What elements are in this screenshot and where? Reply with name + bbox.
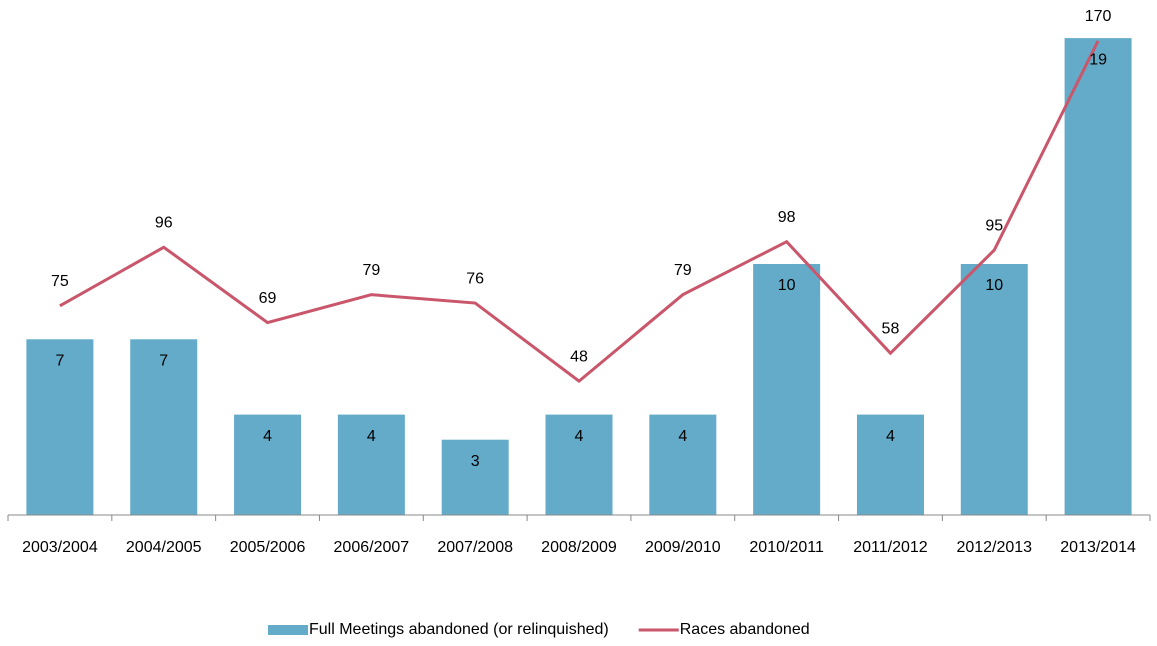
bar <box>337 414 405 515</box>
line-value-label: 79 <box>674 262 692 279</box>
bar <box>1064 38 1132 515</box>
bar-value-label: 7 <box>159 353 168 370</box>
x-tick-label: 2004/2005 <box>126 539 202 556</box>
bar <box>130 339 198 515</box>
line-value-label: 69 <box>259 290 277 307</box>
line-value-label: 96 <box>155 214 173 231</box>
bar-value-label: 10 <box>985 277 1003 294</box>
bar <box>856 414 924 515</box>
x-tick-label: 2007/2008 <box>437 539 513 556</box>
x-tick-label: 2006/2007 <box>334 539 410 556</box>
x-tick-label: 2009/2010 <box>645 539 721 556</box>
line-value-label: 95 <box>985 217 1003 234</box>
x-tick-label: 2010/2011 <box>749 539 824 556</box>
bar-value-label: 7 <box>55 353 64 370</box>
x-tick-label: 2008/2009 <box>541 539 617 556</box>
legend-label: Races abandoned <box>680 621 810 638</box>
line-value-label: 48 <box>570 348 588 365</box>
bar <box>545 414 613 515</box>
bar-value-label: 3 <box>471 453 480 470</box>
bar-value-label: 4 <box>575 428 584 445</box>
bar-value-label: 4 <box>678 428 687 445</box>
bar <box>441 439 509 515</box>
bar-value-label: 4 <box>367 428 376 445</box>
line <box>59 40 1100 384</box>
x-tick-label: 2003/2004 <box>22 539 98 556</box>
bar <box>234 414 302 515</box>
bar <box>649 414 717 515</box>
line-value-label: 76 <box>466 270 484 287</box>
line-value-label: 58 <box>882 320 900 337</box>
x-tick-label: 2012/2013 <box>956 539 1032 556</box>
bar-value-label: 4 <box>886 428 895 445</box>
legend-swatch <box>268 625 308 635</box>
bar-value-label: 19 <box>1089 51 1107 68</box>
bar <box>960 264 1028 515</box>
bar <box>753 264 821 515</box>
bar-value-label: 10 <box>778 277 796 294</box>
line-value-label: 170 <box>1085 8 1112 25</box>
x-tick-label: 2005/2006 <box>230 539 306 556</box>
x-tick-label: 2011/2012 <box>853 539 928 556</box>
line-value-label: 98 <box>778 209 796 226</box>
bar <box>26 339 94 515</box>
legend-label: Full Meetings abandoned (or relinquished… <box>309 621 609 638</box>
x-tick-label: 2013/2014 <box>1060 539 1136 556</box>
line-value-label: 79 <box>362 262 380 279</box>
line-value-label: 75 <box>51 273 69 290</box>
bar-value-label: 4 <box>263 428 272 445</box>
